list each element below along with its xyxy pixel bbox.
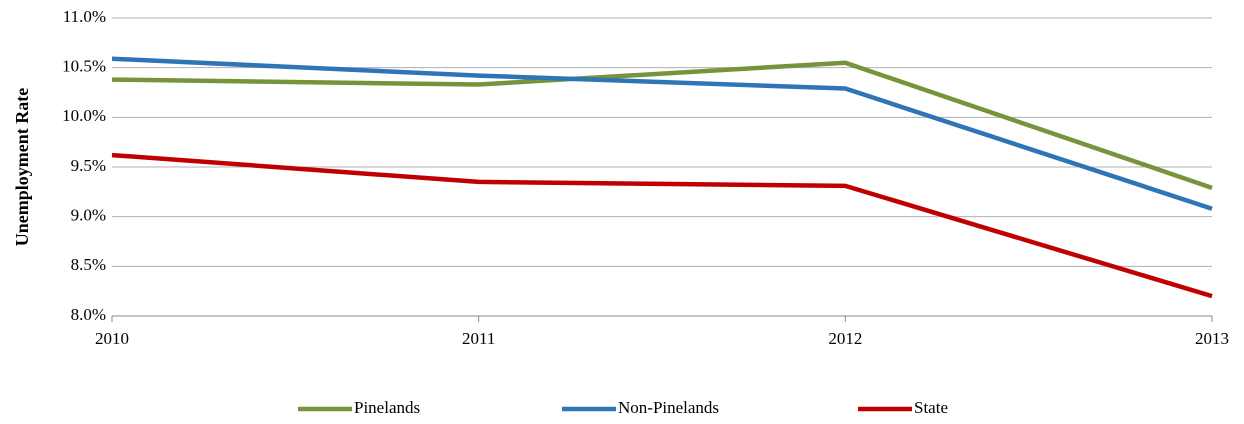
series-line [111,56,1213,211]
y-tick-label: 10.5% [62,57,106,76]
x-tick-label: 2013 [1195,329,1229,348]
x-tick-label: 2011 [462,329,495,348]
legend-label: Non-Pinelands [618,398,719,417]
y-tick-label: 10.0% [62,106,106,125]
x-tick-label: 2012 [828,329,862,348]
y-tick-label: 9.5% [71,156,106,175]
series-line [111,60,1213,190]
y-tick-label: 9.0% [71,206,106,225]
legend-label: State [914,398,948,417]
legend-label: Pinelands [354,398,420,417]
series-line [111,152,1213,299]
y-tick-label: 11.0% [63,7,106,26]
y-tick-label: 8.0% [71,305,106,324]
y-axis-label: Unemployment Rate [12,88,32,246]
x-tick-label: 2010 [95,329,129,348]
y-tick-label: 8.5% [71,255,106,274]
